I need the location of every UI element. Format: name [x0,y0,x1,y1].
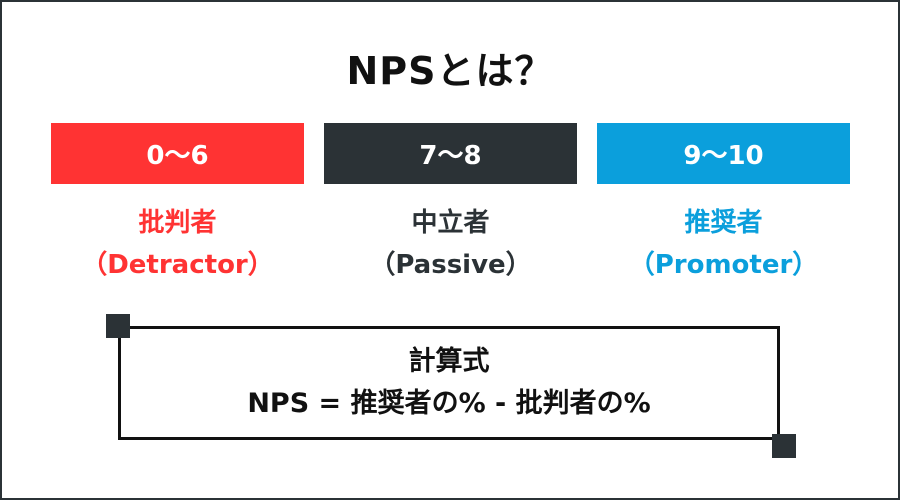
promoter-name: 推奨者 [684,208,763,238]
formula-box [118,326,780,440]
promoter-label: 推奨者 （Promoter） [597,202,850,286]
detractor-name: 批判者 [138,208,217,238]
formula-expression: NPS = 推奨者の% - 批判者の% [247,388,651,419]
detractor-range-band: 0〜6 [51,123,304,184]
diagram-title: NPSとは？ [346,49,554,93]
promoter-english: （Promoter） [628,250,819,280]
passive-range-band: 7〜8 [324,123,577,184]
detractor-english: （Detractor） [81,250,274,280]
corner-marker-top-left [106,314,130,338]
passive-label: 中立者 （Passive） [324,202,577,286]
detractor-label: 批判者 （Detractor） [51,202,304,286]
passive-name: 中立者 [411,208,490,238]
formula-heading: 計算式 [408,346,490,377]
formula-text: 計算式 NPS = 推奨者の% - 批判者の% [118,326,780,440]
promoter-range-band: 9〜10 [597,123,850,184]
passive-english: （Passive） [369,250,532,280]
corner-marker-bottom-right [772,434,796,458]
